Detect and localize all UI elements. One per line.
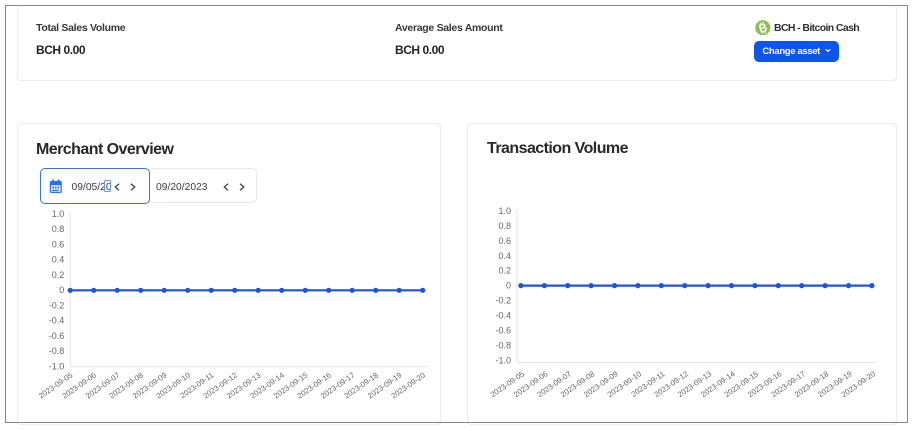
svg-text:1.0: 1.0 [52,209,65,219]
svg-text:1.0: 1.0 [498,206,511,216]
svg-text:-0.6: -0.6 [495,326,511,336]
svg-text:-0.2: -0.2 [495,296,511,306]
svg-text:0.8: 0.8 [498,221,511,231]
svg-text:-0.4: -0.4 [49,316,65,326]
svg-text:-0.8: -0.8 [49,346,65,356]
svg-text:B: B [758,22,769,36]
svg-text:0.6: 0.6 [498,236,511,246]
svg-text:0: 0 [59,285,64,295]
svg-text:0.4: 0.4 [498,251,511,261]
svg-text:-1.0: -1.0 [495,355,511,365]
svg-text:-0.6: -0.6 [49,331,65,341]
svg-text:0.8: 0.8 [52,224,65,234]
svg-text:0.4: 0.4 [52,255,65,265]
svg-text:-0.8: -0.8 [495,340,511,350]
svg-text:0.2: 0.2 [498,266,511,276]
svg-text:0.2: 0.2 [52,270,65,280]
svg-text:-0.4: -0.4 [495,311,511,321]
svg-text:0: 0 [506,281,511,291]
svg-text:-1.0: -1.0 [49,361,65,371]
svg-text:-0.2: -0.2 [49,300,65,310]
svg-text:0.6: 0.6 [52,239,65,249]
